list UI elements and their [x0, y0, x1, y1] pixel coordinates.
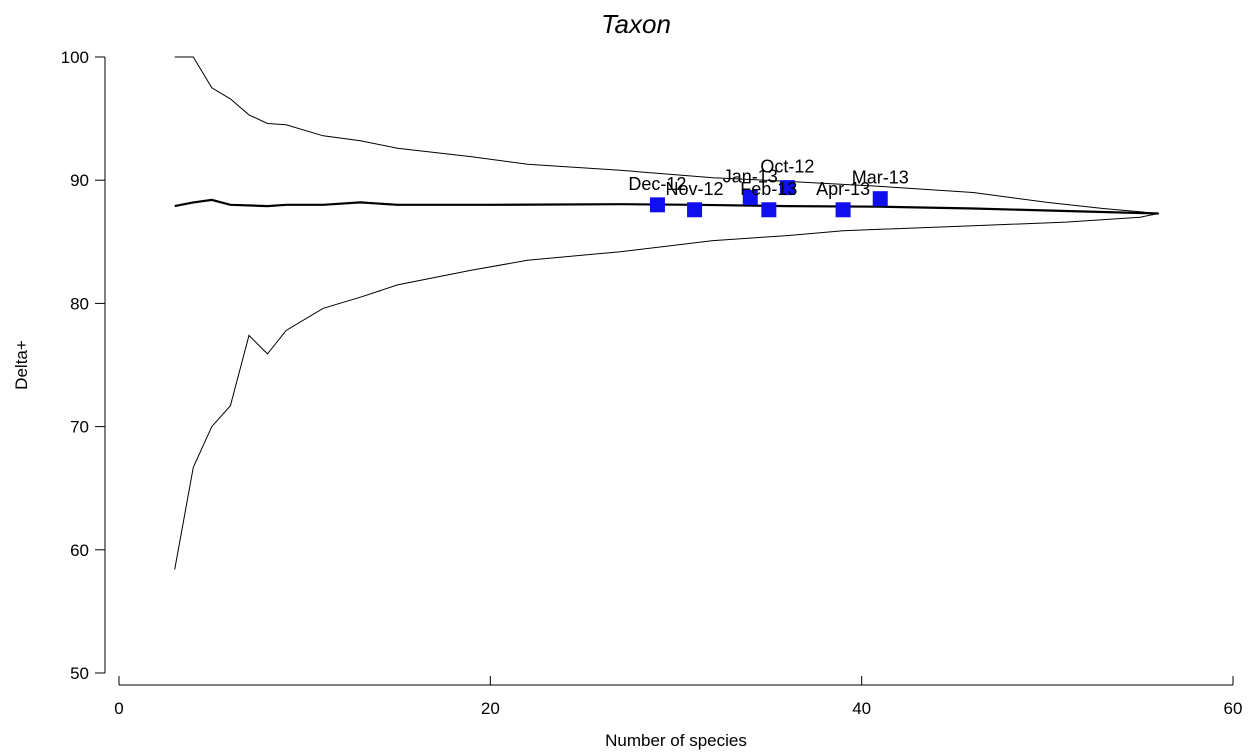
- x-tick-label: 0: [114, 699, 123, 718]
- point-marker: [779, 180, 795, 196]
- point-marker: [872, 191, 888, 207]
- y-axis-title: Delta+: [12, 340, 31, 390]
- point-label: Mar-13: [852, 168, 909, 188]
- mean-line: [174, 198, 1159, 215]
- point-marker: [687, 202, 703, 218]
- point-marker: [761, 202, 777, 218]
- upper-limit-line: [174, 56, 1159, 214]
- point-label: Nov-12: [666, 179, 724, 199]
- y-tick-label: 70: [70, 418, 89, 437]
- chart-title: Taxon: [601, 9, 671, 39]
- x-tick-label: 20: [481, 699, 500, 718]
- y-tick-label: 60: [70, 541, 89, 560]
- point-label: Oct-12: [760, 157, 814, 177]
- point-label: Dec-12: [628, 174, 686, 194]
- y-tick-label: 90: [70, 171, 89, 190]
- lower-limit-line: [174, 213, 1159, 570]
- point-marker: [742, 189, 758, 205]
- x-tick-label: 60: [1224, 699, 1243, 718]
- point-marker: [649, 197, 665, 213]
- y-tick-label: 80: [70, 294, 89, 313]
- y-tick-label: 50: [70, 664, 89, 683]
- sample-points: [649, 180, 888, 218]
- point-label: Jan-13: [723, 166, 778, 186]
- y-tick-label: 100: [61, 48, 89, 67]
- point-label: Apr-13: [816, 179, 870, 199]
- sample-labels: Dec-12Nov-12Jan-13Feb-13Oct-12Apr-13Mar-…: [628, 157, 908, 199]
- point-marker: [835, 202, 851, 218]
- x-axis-title: Number of species: [605, 731, 747, 750]
- funnel-lines: [174, 56, 1159, 570]
- axes: 0 20 40 60 50 60 70 80 90 100: [61, 48, 1243, 718]
- point-label: Feb-13: [740, 179, 797, 199]
- x-tick-label: 40: [852, 699, 871, 718]
